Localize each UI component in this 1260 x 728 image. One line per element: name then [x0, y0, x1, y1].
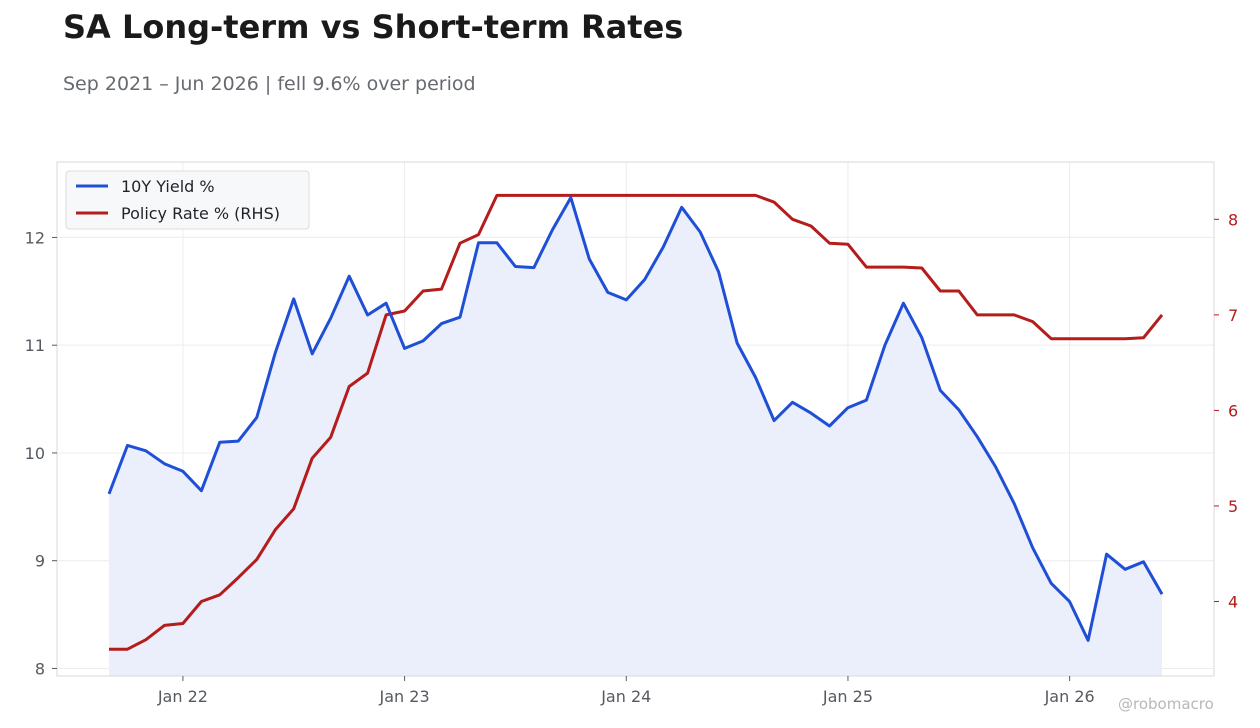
watermark: @robomacro — [1118, 695, 1214, 713]
x-tick-label: Jan 23 — [379, 687, 430, 706]
y-left-tick-label: 10 — [25, 444, 45, 463]
legend-box — [65, 170, 310, 230]
y-right-tick-label: 7 — [1228, 306, 1238, 325]
y-left-tick-label: 9 — [35, 552, 45, 571]
legend-item-policy-rate-label: Policy Rate % (RHS) — [121, 204, 280, 223]
y-right-tick-label: 4 — [1228, 592, 1238, 611]
series-line-policy-rate — [109, 193, 1164, 651]
x-tick-label: Jan 24 — [600, 687, 651, 706]
x-tick-label: Jan 26 — [1044, 687, 1095, 706]
x-tick-label: Jan 25 — [822, 687, 873, 706]
y-left-tick-label: 12 — [25, 228, 45, 247]
y-right-tick-label: 6 — [1228, 401, 1238, 420]
axis-layer: 8 9 10 11 12 4 5 6 7 8 Jan 22 Jan 23 Jan 24 Jan 25 Jan… — [25, 210, 1239, 706]
yield-area-fill — [109, 197, 1162, 676]
plot-frame — [56, 161, 1215, 677]
chart-title: SA Long-term vs Short-term Rates — [63, 8, 684, 46]
series-line-10y-yield — [107, 196, 1164, 642]
x-tick-label: Jan 22 — [157, 687, 208, 706]
y-right-tick-label: 8 — [1228, 210, 1238, 229]
legend: 10Y Yield % Policy Rate % (RHS) — [65, 170, 310, 230]
y-right-tick-label: 5 — [1228, 497, 1238, 516]
series-layer — [107, 193, 1164, 676]
chart-subtitle: Sep 2021 – Jun 2026 | fell 9.6% over per… — [63, 73, 476, 95]
y-left-tick-label: 11 — [25, 336, 45, 355]
y-left-tick-label: 8 — [35, 659, 45, 678]
legend-item-10y-yield-label: 10Y Yield % — [121, 177, 215, 196]
